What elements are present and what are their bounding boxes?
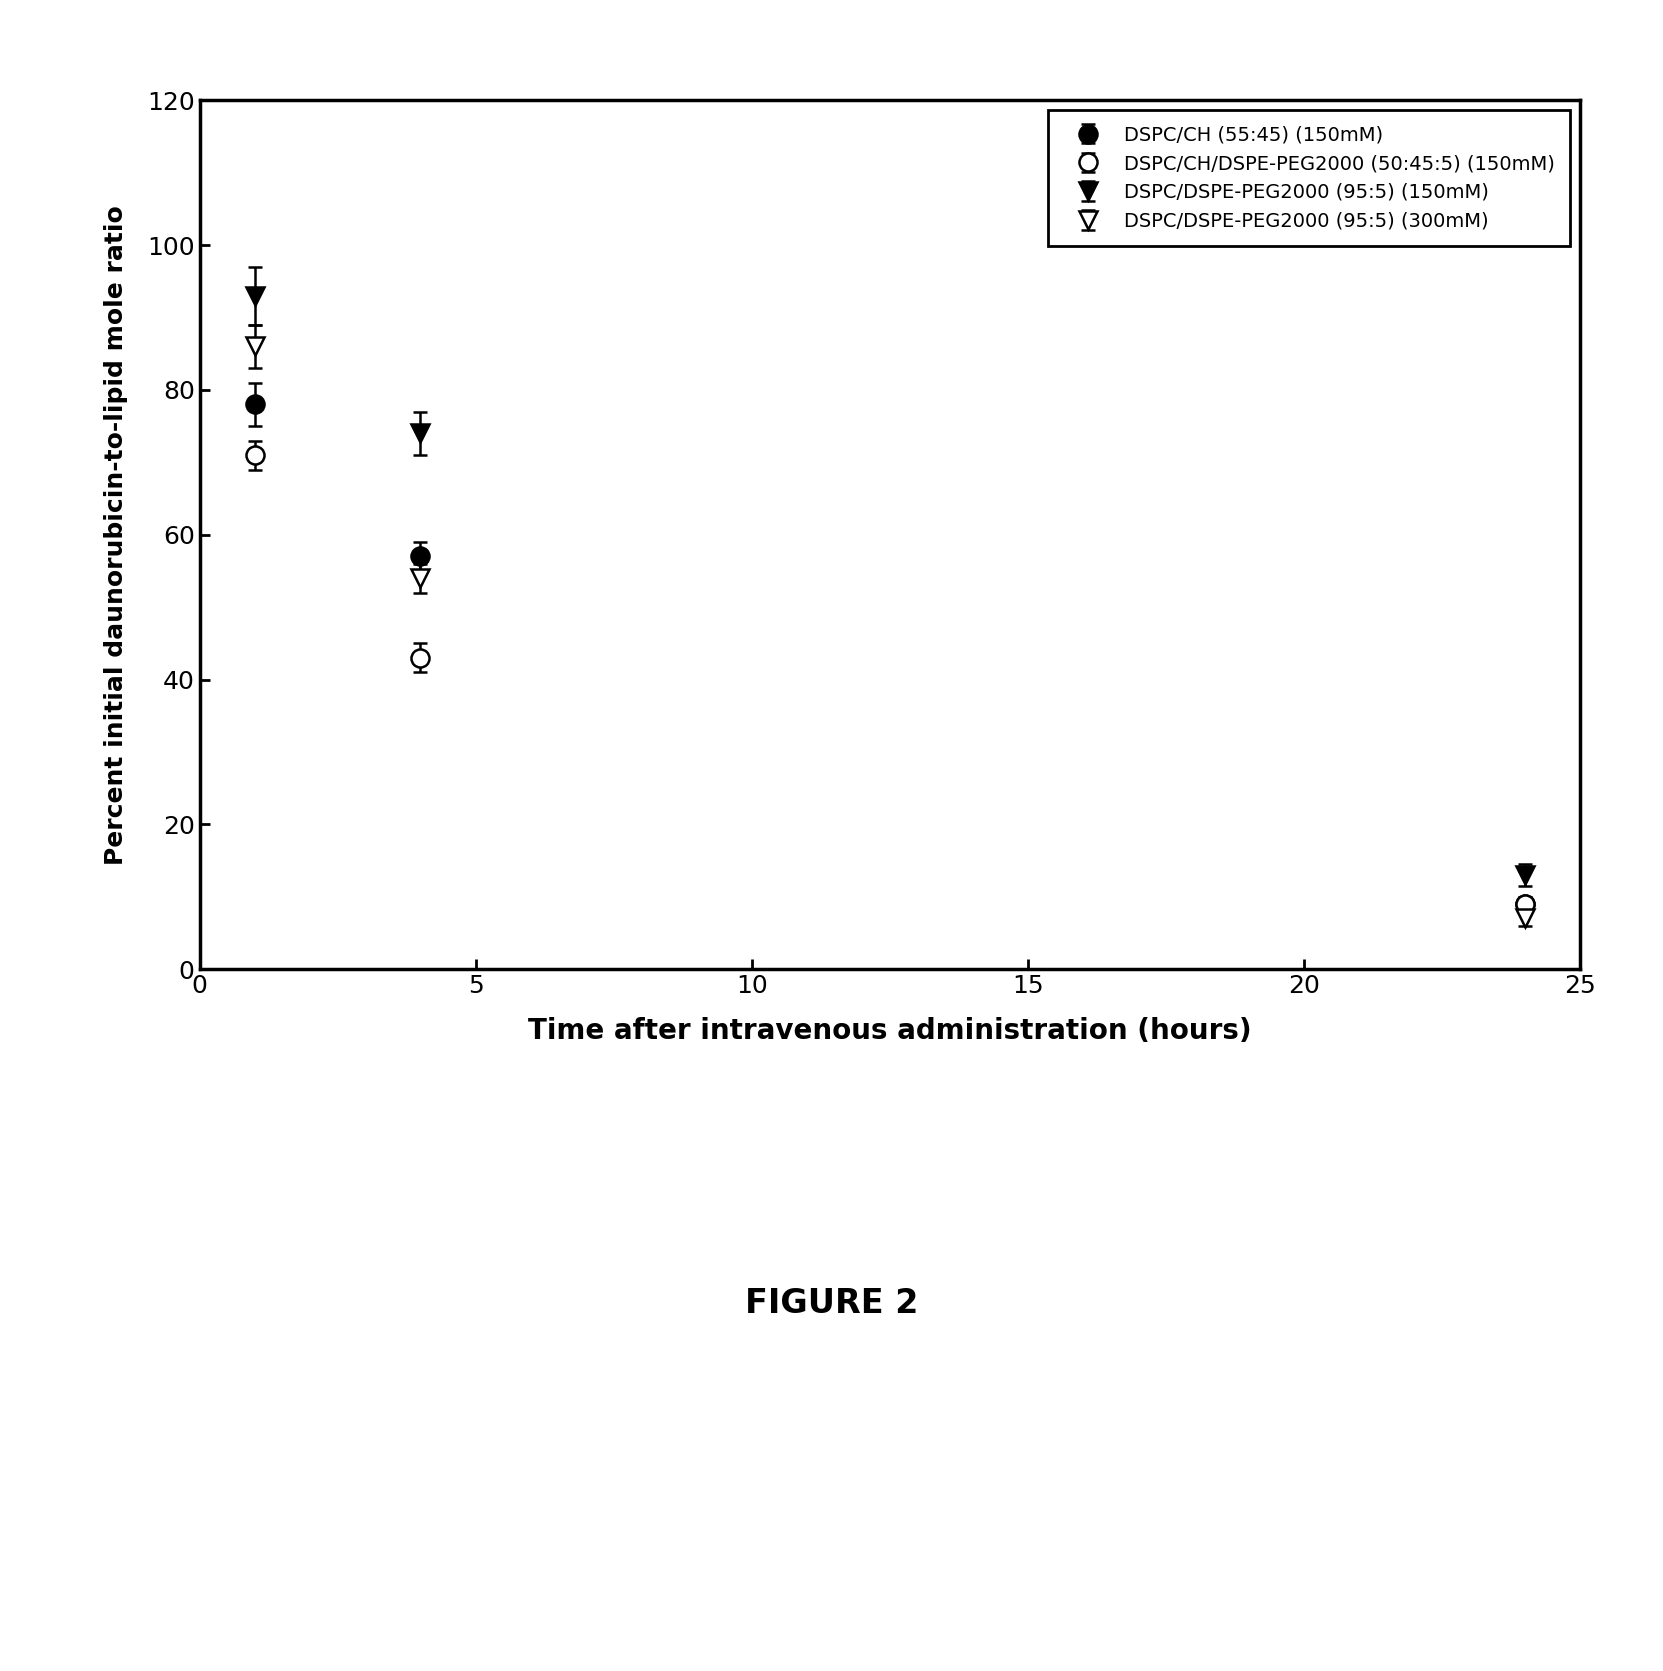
X-axis label: Time after intravenous administration (hours): Time after intravenous administration (h… [527,1018,1252,1046]
Y-axis label: Percent initial daunorubicin-to-lipid mole ratio: Percent initial daunorubicin-to-lipid mo… [103,206,128,864]
Legend: DSPC/CH (55:45) (150mM), DSPC/CH/DSPE-PEG2000 (50:45:5) (150mM), DSPC/DSPE-PEG20: DSPC/CH (55:45) (150mM), DSPC/CH/DSPE-PE… [1048,110,1570,246]
Text: FIGURE 2: FIGURE 2 [745,1287,918,1320]
